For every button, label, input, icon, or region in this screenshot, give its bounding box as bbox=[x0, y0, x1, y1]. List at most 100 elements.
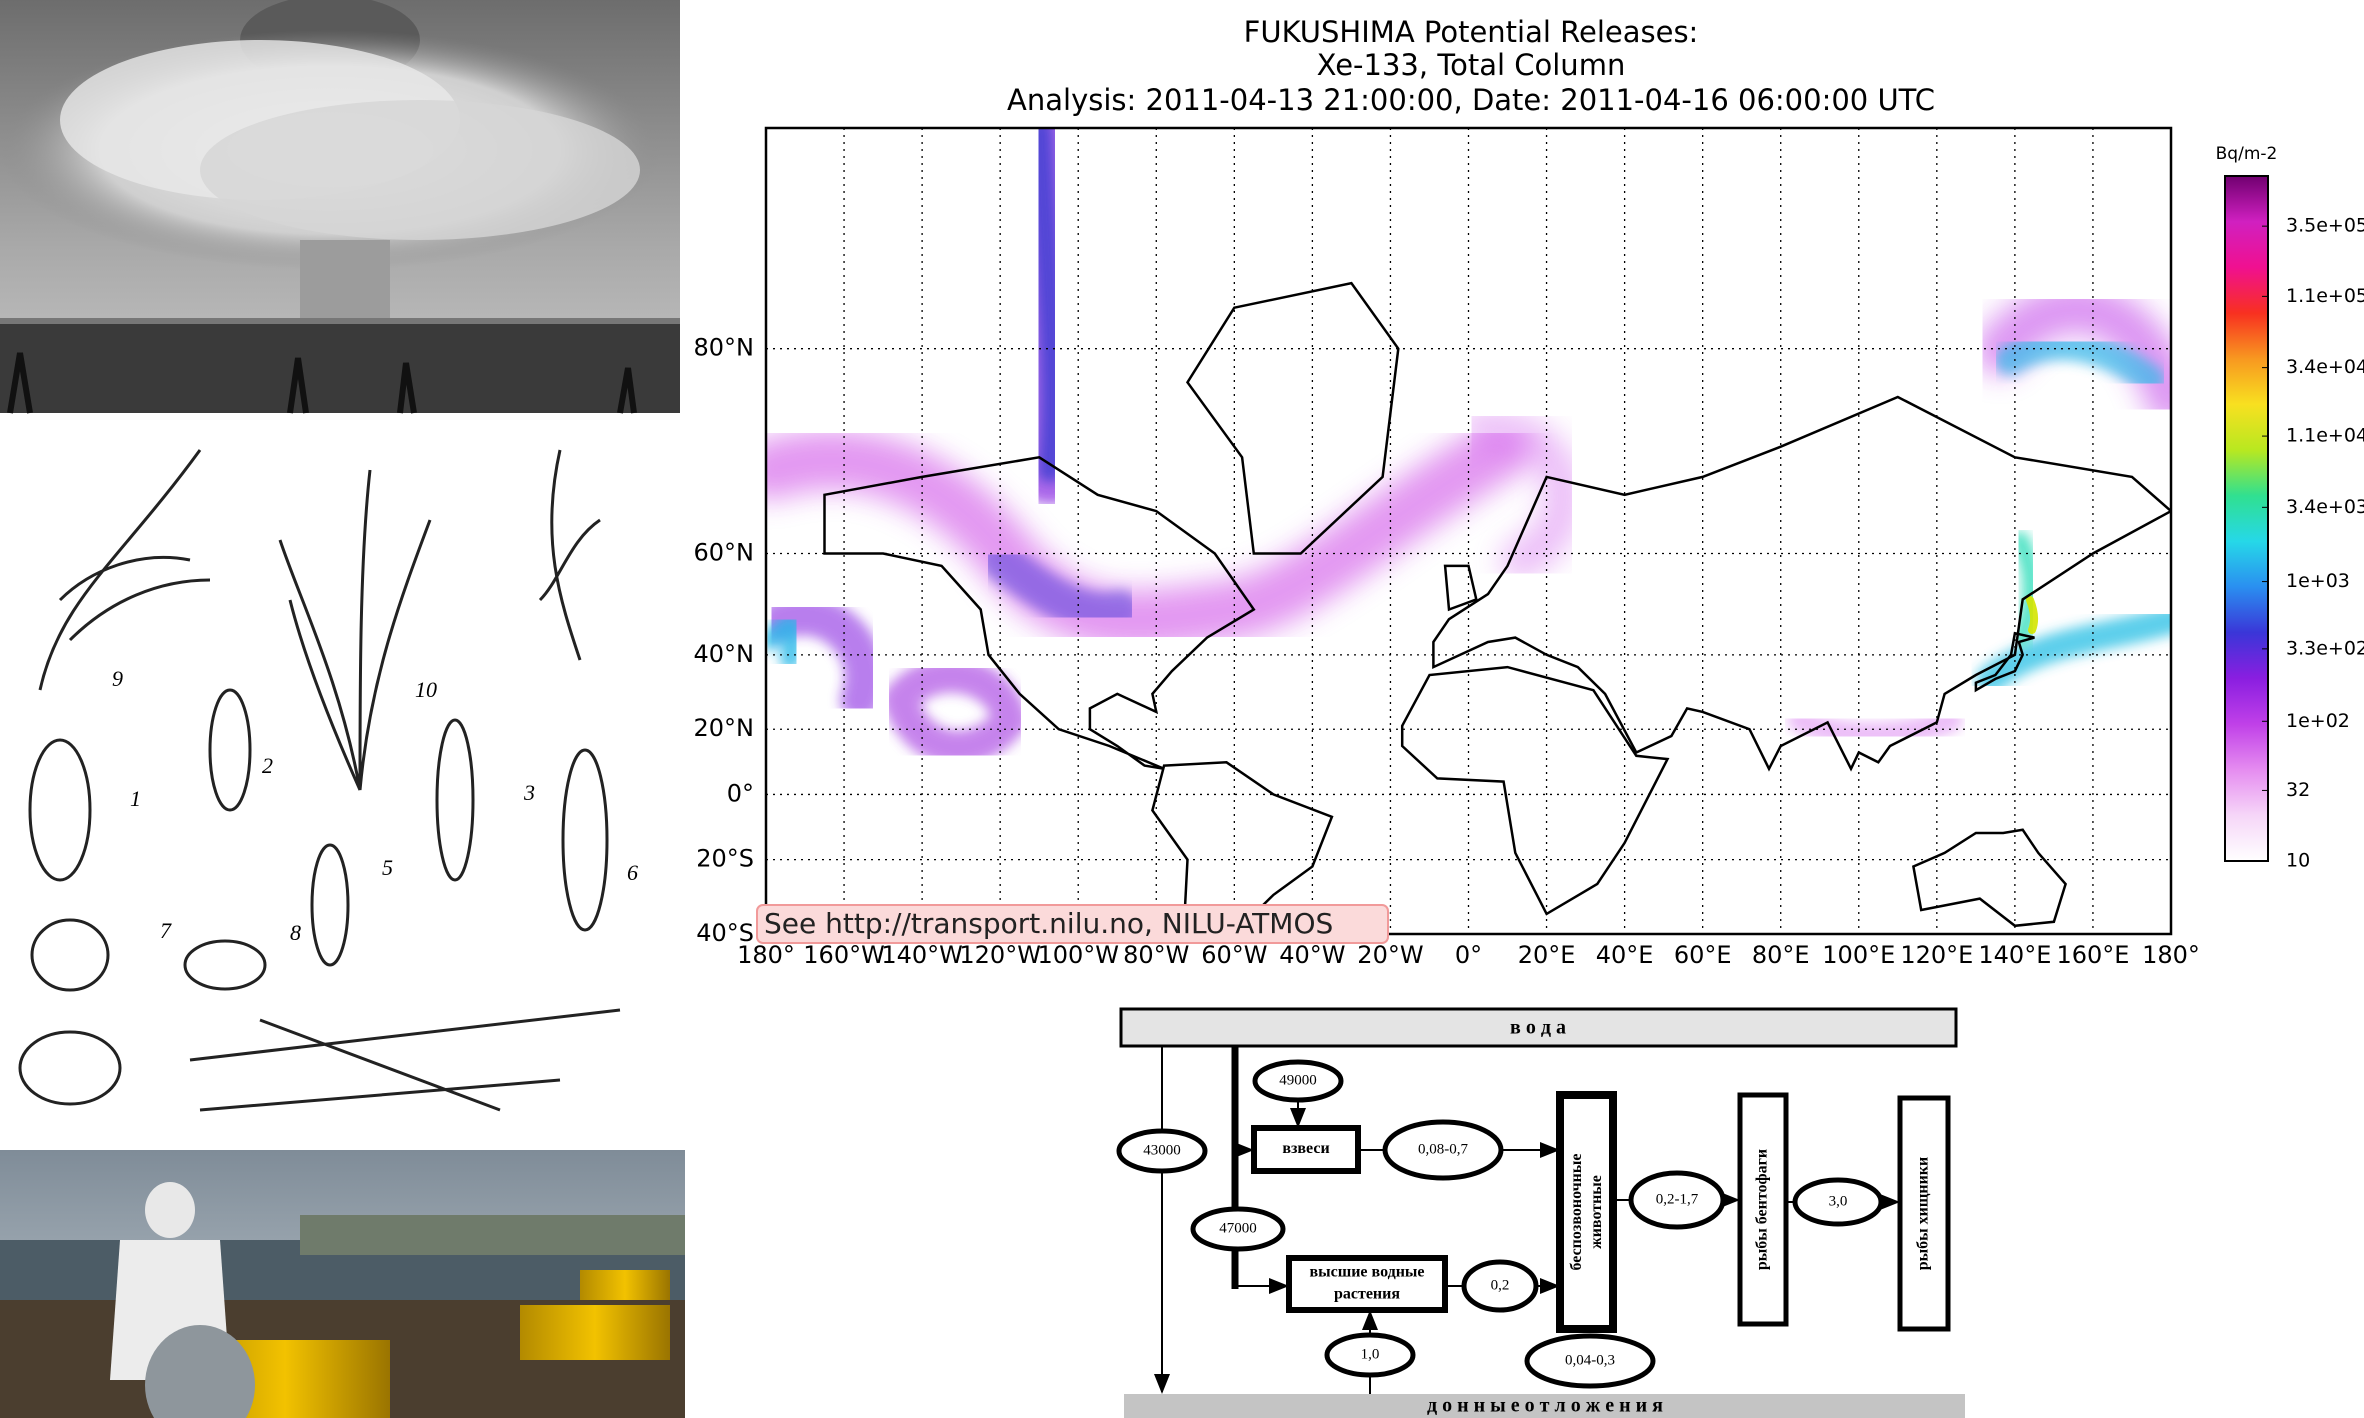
colorbar-gradient bbox=[2224, 175, 2269, 862]
value-node bbox=[1628, 1170, 1726, 1230]
value-label: 0,2 bbox=[1491, 1277, 1510, 1293]
value-node bbox=[1252, 1059, 1344, 1103]
lon-tick-label: 140°E bbox=[1978, 941, 2051, 969]
lat-tick-label: 20°S bbox=[696, 845, 754, 873]
dispersion-map: FUKUSHIMA Potential Releases: Xe-133, To… bbox=[694, 15, 2364, 969]
map-title: Analysis: 2011-04-13 21:00:00, Date: 201… bbox=[1007, 83, 1935, 117]
lon-tick-label: 60°E bbox=[1674, 941, 1732, 969]
map-title: FUKUSHIMA Potential Releases: bbox=[1244, 15, 1699, 49]
lon-tick-label: 180° bbox=[2142, 941, 2200, 969]
figure-label: 8 bbox=[290, 920, 301, 945]
sediment-label: д о н н ы е о т л о ж е н и я bbox=[1427, 1395, 1663, 1417]
colorbar-unit: Bq/m-2 bbox=[2216, 144, 2278, 164]
lat-tick-label: 40°N bbox=[694, 640, 755, 668]
water-bar bbox=[1119, 1007, 1958, 1048]
lon-tick-label: 60°W bbox=[1201, 941, 1267, 969]
lon-tick-label: 40°W bbox=[1279, 941, 1345, 969]
box-node bbox=[1897, 1095, 1951, 1332]
lat-tick-label: 0° bbox=[727, 779, 754, 807]
colorbar-tick-label: 3.3e+02 bbox=[2286, 637, 2364, 659]
lon-tick-label: 140°W bbox=[881, 941, 963, 969]
colorbar-tick-label: 10 bbox=[2286, 850, 2310, 872]
organism-drawing bbox=[0, 428, 690, 1147]
lon-tick-label: 120°W bbox=[959, 941, 1041, 969]
photo-barrels bbox=[0, 1150, 685, 1418]
figure-label: 2 bbox=[262, 753, 273, 778]
lon-tick-label: 40°E bbox=[1596, 941, 1654, 969]
figure-label: 7 bbox=[160, 918, 172, 943]
figure-label: 3 bbox=[523, 780, 535, 805]
box-node bbox=[1737, 1092, 1789, 1327]
figure-label: 6 bbox=[627, 860, 638, 885]
colorbar-tick-label: 3.5e+05 bbox=[2286, 215, 2364, 237]
box-label: рыбы хищники bbox=[1915, 1157, 1932, 1270]
lat-tick-label: 40°S bbox=[696, 919, 754, 947]
value-label: 0,04-0,3 bbox=[1565, 1352, 1615, 1368]
value-label: 49000 bbox=[1279, 1072, 1317, 1088]
coastline bbox=[1185, 281, 1400, 555]
map-frame bbox=[764, 126, 2173, 936]
value-label: 43000 bbox=[1143, 1142, 1181, 1158]
value-node bbox=[1324, 1332, 1416, 1378]
value-node bbox=[1116, 1128, 1208, 1174]
box-label: рыбы бентофаги bbox=[1754, 1149, 1771, 1270]
lat-tick-label: 60°N bbox=[694, 538, 755, 566]
lat-tick-label: 80°N bbox=[694, 334, 755, 362]
value-label: 3,0 bbox=[1829, 1193, 1848, 1209]
colorbar-tick-label: 3.4e+04 bbox=[2286, 356, 2364, 378]
lon-tick-label: 0° bbox=[1455, 941, 1482, 969]
lon-tick-label: 20°E bbox=[1518, 941, 1576, 969]
figure-label: 5 bbox=[382, 855, 393, 880]
value-label: 0,08-0,7 bbox=[1418, 1141, 1468, 1157]
coastline bbox=[1911, 828, 2068, 928]
box-label: взвеси bbox=[1282, 1140, 1329, 1157]
coastlines bbox=[823, 281, 2171, 934]
box-label: растения bbox=[1334, 1286, 1400, 1303]
figure-label: 1 bbox=[130, 786, 141, 811]
box-node bbox=[1251, 1125, 1361, 1174]
lon-tick-label: 180° bbox=[737, 941, 795, 969]
colorbar-tick-label: 1e+02 bbox=[2286, 710, 2350, 732]
coastline bbox=[1443, 564, 1478, 612]
map-title: Xe-133, Total Column bbox=[1317, 48, 1626, 82]
attribution: See http://transport.nilu.no, NILU-ATMOS bbox=[764, 907, 1333, 940]
coastline bbox=[823, 455, 1256, 771]
colorbar-tick-label: 1.1e+05 bbox=[2286, 285, 2364, 307]
colorbar-tick-label: 1.1e+04 bbox=[2286, 425, 2364, 447]
lat-tick-label: 20°N bbox=[694, 714, 755, 742]
lon-tick-label: 20°W bbox=[1357, 941, 1423, 969]
lon-tick-label: 100°E bbox=[1822, 941, 1895, 969]
value-node bbox=[1190, 1206, 1286, 1252]
value-label: 0,2-1,7 bbox=[1656, 1191, 1699, 1207]
lon-tick-label: 80°E bbox=[1752, 941, 1810, 969]
food-chain-diagram: в о д а д о н н ы е о т л о ж е н и я 49… bbox=[1116, 1007, 1965, 1418]
colorbar: Bq/m-2 3.5e+05 1.1e+05 3.4e+04 1.1e+04 3.4e+0… bbox=[2216, 144, 2364, 872]
colorbar-tick-label: 32 bbox=[2286, 779, 2310, 801]
colorbar-tick-label: 3.4e+03 bbox=[2286, 496, 2364, 518]
colorbar-tick-label: 1e+03 bbox=[2286, 570, 2350, 592]
value-node bbox=[1524, 1333, 1656, 1389]
value-node bbox=[1461, 1259, 1539, 1313]
water-label: в о д а bbox=[1510, 1017, 1566, 1039]
box-label: животные bbox=[1588, 1175, 1605, 1249]
value-label: 1,0 bbox=[1361, 1346, 1380, 1362]
lon-tick-label: 100°W bbox=[1037, 941, 1119, 969]
coastline bbox=[1400, 665, 1670, 916]
lon-tick-label: 160°W bbox=[803, 941, 885, 969]
photo-nuclear-test bbox=[0, 0, 680, 414]
value-label: 47000 bbox=[1219, 1220, 1257, 1236]
figure-label: 10 bbox=[415, 677, 437, 702]
box-node bbox=[1286, 1255, 1448, 1313]
coastline bbox=[1974, 631, 2035, 693]
figure-labels: 9 2 1 10 3 5 6 7 8 bbox=[112, 666, 638, 945]
value-node bbox=[1382, 1119, 1504, 1181]
plumes bbox=[766, 128, 2171, 766]
figure-label: 9 bbox=[112, 666, 123, 691]
box-label: беспозвоночные bbox=[1568, 1153, 1585, 1270]
value-node bbox=[1792, 1177, 1884, 1227]
lon-tick-label: 160°E bbox=[2056, 941, 2129, 969]
sediment-bar bbox=[1124, 1394, 1965, 1418]
attribution-box bbox=[756, 904, 1389, 944]
